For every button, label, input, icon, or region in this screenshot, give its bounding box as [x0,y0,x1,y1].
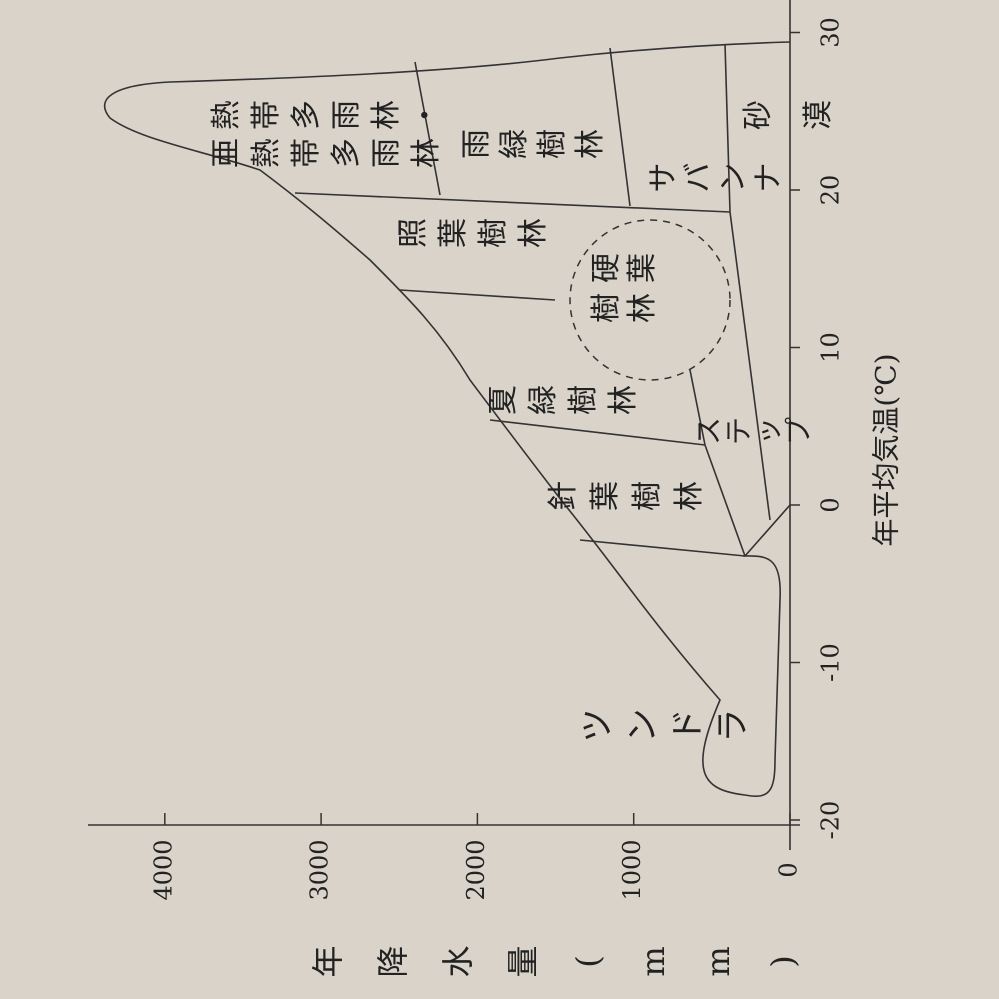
x-tick-label: 20 [817,175,845,206]
y-tick-label: 4000 [149,839,177,900]
tropical-label: 亜熱帯多雨林 [209,128,444,168]
raingreen-label: 雨緑樹林 [459,121,608,159]
tundra-label: ツンドラ [578,698,753,743]
tundra-label: ツンドラ [578,698,753,743]
x-tick-label: 0 [817,497,845,512]
sclerophyll-label: 硬葉 [589,247,660,283]
savanna-label: サバンナ [646,158,786,193]
x-tick-label: 10 [817,332,845,363]
laurel-label: 照葉樹林 [396,208,551,248]
tundra-edge [743,504,791,797]
laurel-label: 照葉樹林 [396,208,551,248]
tropical-label: 熱帯多雨林・ [209,90,444,130]
x-axis-title: 年平均気温(℃) [870,353,903,546]
desert-label: 砂漠 [741,70,836,130]
summergreen-label: 夏緑樹林 [486,375,641,415]
x-tick-label: -20 [817,801,845,840]
y-tick-label: 1000 [618,839,646,900]
summergreen-label: 夏緑樹林 [486,375,641,415]
sclerophyll-zone [569,219,731,381]
y-tick-label: 0 [775,862,803,877]
steppe-label: ステップ [692,415,815,445]
savanna-label: サバンナ [646,158,786,193]
biome-boundaries [294,43,771,557]
tropical-label: 熱帯多雨林・ [209,90,444,130]
sclerophyll-label: 樹林 [589,287,660,323]
sclerophyll-label: 硬葉 [589,247,660,283]
biome-outline [103,41,791,796]
x-tick-label: -10 [817,643,845,682]
raingreen-label: 雨緑樹林 [459,121,608,159]
sclerophyll-label: 樹林 [589,287,660,323]
axes [88,0,800,850]
conifer-label: 針葉樹林 [546,469,707,511]
steppe-label: ステップ [692,415,815,445]
y-tick-label: 2000 [462,839,490,900]
x-tick-label: 30 [817,17,845,48]
y-axis-title: 年降水量(m m) [309,912,802,977]
tropical-label: 亜熱帯多雨林 [209,128,444,168]
desert-label: 砂漠 [741,70,836,130]
conifer-label: 針葉樹林 [546,469,707,511]
y-axis-title: 年降水量(m m) [309,912,802,977]
y-tick-label: 3000 [306,839,334,900]
